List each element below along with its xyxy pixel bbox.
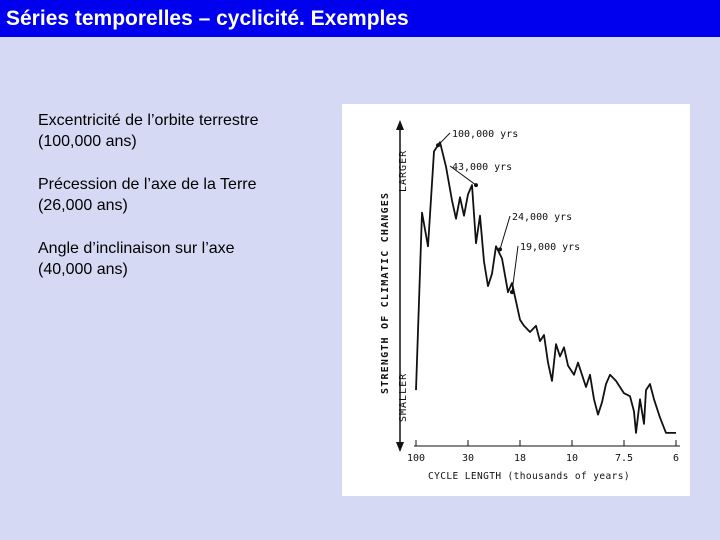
annotations: 100,000 yrs 43,000 yrs 24,000 yrs 19,000 yr… bbox=[436, 129, 580, 295]
annotation-label: 19,000 yrs bbox=[520, 242, 580, 253]
bullet-precession-line1: Précession de l’axe de la Terre bbox=[38, 176, 257, 193]
x-tick-label: 7.5 bbox=[615, 453, 633, 464]
chart-svg: LARGER STRENGTH OF CLIMATIC CHANGES SMAL… bbox=[380, 120, 680, 482]
bullet-list: Excentricité de l’orbite terrestre (100,… bbox=[38, 110, 328, 302]
annotation-pointer bbox=[437, 132, 451, 146]
series-line bbox=[415, 141, 676, 434]
y-axis-arrow-top bbox=[396, 120, 404, 130]
bullet-tilt: Angle d’inclinaison sur l’axe (40,000 an… bbox=[38, 238, 328, 280]
bullet-tilt-line2: (40,000 ans) bbox=[38, 261, 128, 278]
bullet-eccentricity-line2: (100,000 ans) bbox=[38, 133, 137, 150]
bullet-eccentricity-line1: Excentricité de l’orbite terrestre bbox=[38, 112, 259, 129]
x-tick-label: 100 bbox=[407, 453, 425, 464]
annotation-pointer-head bbox=[510, 290, 514, 295]
annotation-label: 100,000 yrs bbox=[452, 129, 518, 140]
annotation-pointer-head bbox=[436, 143, 440, 148]
y-bottom-label: SMALLER bbox=[398, 373, 409, 422]
y-axis-arrow-bottom bbox=[396, 442, 404, 452]
annotation-label: 43,000 yrs bbox=[452, 162, 512, 173]
annotation-pointer-head bbox=[474, 183, 478, 188]
annotation-pointer bbox=[449, 165, 477, 186]
slide-title: Séries temporelles – cyclicité. Exemples bbox=[0, 0, 720, 37]
climate-cycle-chart: LARGER STRENGTH OF CLIMATIC CHANGES SMAL… bbox=[342, 104, 690, 496]
x-tick-labels: 100 30 18 10 7.5 6 bbox=[407, 440, 679, 464]
x-tick-label: 18 bbox=[514, 453, 526, 464]
bullet-tilt-line1: Angle d’inclinaison sur l’axe bbox=[38, 240, 235, 257]
annotation-pointer bbox=[511, 245, 519, 293]
y-top-label: LARGER bbox=[398, 150, 409, 192]
annotation-label: 24,000 yrs bbox=[512, 212, 572, 223]
x-tick-label: 6 bbox=[673, 453, 679, 464]
y-axis-label: STRENGTH OF CLIMATIC CHANGES bbox=[380, 192, 391, 394]
bullet-precession-line2: (26,000 ans) bbox=[38, 197, 128, 214]
annotation-pointer bbox=[499, 215, 511, 250]
x-tick-label: 10 bbox=[566, 453, 578, 464]
bullet-eccentricity: Excentricité de l’orbite terrestre (100,… bbox=[38, 110, 328, 152]
bullet-precession: Précession de l’axe de la Terre (26,000 … bbox=[38, 174, 328, 216]
x-tick-label: 30 bbox=[462, 453, 474, 464]
series-group bbox=[415, 141, 676, 434]
annotation-pointer-head bbox=[498, 247, 502, 252]
x-axis-label: CYCLE LENGTH (thousands of years) bbox=[428, 471, 630, 482]
